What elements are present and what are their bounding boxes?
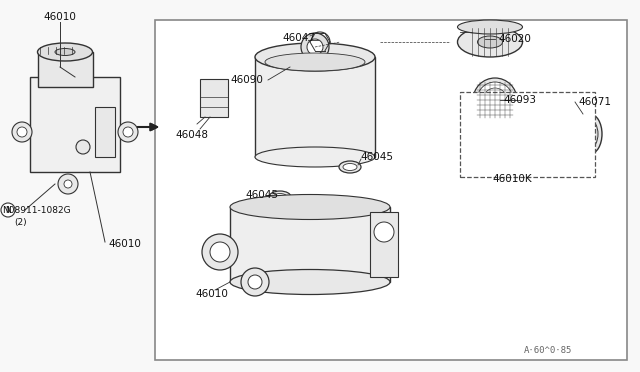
Circle shape	[248, 275, 262, 289]
Ellipse shape	[255, 147, 375, 167]
Circle shape	[310, 32, 330, 52]
Text: 46093: 46093	[503, 95, 536, 105]
Ellipse shape	[578, 114, 602, 154]
Bar	[530, 126, 552, 142]
Text: N: N	[5, 205, 11, 215]
Text: (2): (2)	[14, 218, 27, 227]
Ellipse shape	[269, 191, 291, 203]
Bar	[155, 20, 627, 360]
Bar	[230, 207, 390, 282]
Text: A·60^0·85: A·60^0·85	[524, 346, 572, 355]
Bar	[200, 79, 228, 117]
Text: 46045: 46045	[360, 152, 393, 162]
Bar	[460, 92, 595, 177]
Circle shape	[118, 122, 138, 142]
Ellipse shape	[273, 193, 287, 201]
Circle shape	[241, 268, 269, 296]
Circle shape	[12, 122, 32, 142]
Ellipse shape	[230, 269, 390, 295]
Circle shape	[58, 174, 78, 194]
Bar	[314, 52, 326, 64]
Circle shape	[17, 127, 27, 137]
Text: 46020: 46020	[498, 34, 531, 44]
Circle shape	[202, 234, 238, 270]
Text: 46010: 46010	[108, 239, 141, 249]
Ellipse shape	[255, 43, 375, 71]
Circle shape	[1, 203, 15, 217]
Bar	[38, 52, 93, 87]
Bar	[508, 126, 522, 142]
Circle shape	[473, 78, 517, 122]
Text: 46010: 46010	[195, 289, 228, 299]
Bar	[490, 126, 508, 142]
Ellipse shape	[458, 20, 522, 34]
Circle shape	[374, 222, 394, 242]
Circle shape	[64, 180, 72, 188]
Circle shape	[301, 33, 329, 61]
Ellipse shape	[38, 43, 93, 61]
Circle shape	[307, 39, 323, 55]
Bar	[95, 107, 115, 157]
Circle shape	[123, 127, 133, 137]
Text: 46010: 46010	[44, 12, 76, 22]
Circle shape	[483, 88, 507, 112]
Bar	[370, 212, 398, 277]
Circle shape	[76, 140, 90, 154]
Ellipse shape	[477, 36, 502, 48]
Text: 46048: 46048	[175, 130, 208, 140]
Bar	[475, 126, 485, 142]
Bar	[30, 77, 120, 172]
Ellipse shape	[55, 48, 75, 55]
Circle shape	[477, 82, 513, 118]
Text: 46010K: 46010K	[492, 174, 532, 184]
Ellipse shape	[582, 120, 598, 148]
Text: 46071: 46071	[578, 97, 611, 107]
Ellipse shape	[230, 195, 390, 219]
Ellipse shape	[265, 53, 365, 71]
Text: N08911-1082G: N08911-1082G	[2, 205, 70, 215]
Ellipse shape	[343, 164, 357, 170]
Ellipse shape	[339, 161, 361, 173]
Bar	[255, 57, 375, 157]
Text: 46045: 46045	[245, 190, 278, 200]
Text: 46047: 46047	[282, 33, 315, 43]
Text: 46090: 46090	[230, 75, 263, 85]
Circle shape	[314, 36, 326, 48]
Ellipse shape	[458, 27, 522, 57]
Circle shape	[210, 242, 230, 262]
